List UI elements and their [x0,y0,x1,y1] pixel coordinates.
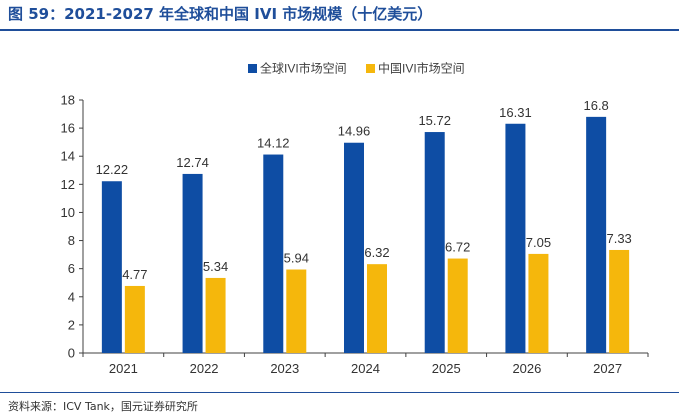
y-tick-label: 12 [61,177,75,192]
legend: 全球IVI市场空间 中国IVI市场空间 [248,61,465,76]
y-tick-label: 2 [68,317,75,332]
data-label-global: 15.72 [418,113,451,128]
y-tick-label: 16 [61,121,75,136]
data-label-global: 16.31 [499,105,532,120]
x-tick-label: 2022 [190,361,219,376]
bar-global [101,181,122,353]
bar-global [505,123,526,353]
data-label-china: 7.33 [606,231,631,246]
bar-chart: 全球IVI市场空间 中国IVI市场空间 0 2 4 6 8 10 12 14 16 18 12.22… [61,61,649,376]
data-label-global: 14.96 [338,124,371,139]
x-tick-label: 2021 [109,361,138,376]
x-tick-label: 2026 [512,361,541,376]
figure-title: 图 59：2021-2027 年全球和中国 IVI 市场规模（十亿美元） [8,5,433,23]
bar-global [344,142,364,353]
bar-china [609,249,630,353]
y-tick-label: 10 [61,205,75,220]
x-tick-label: 2023 [270,361,299,376]
data-label-china: 7.05 [526,235,551,250]
y-tick-label: 0 [68,346,75,361]
bar-global [586,116,607,353]
source-note: 资料来源：ICV Tank，国元证券研究所 [8,400,198,413]
data-label-china: 4.77 [122,267,147,282]
bar-china [447,258,468,353]
data-label-global: 14.12 [257,136,290,151]
data-label-china: 6.72 [445,240,470,255]
plot-area: 0 2 4 6 8 10 12 14 16 18 12.22 4.77 2021 12.74 5.34 202… [61,93,649,376]
legend-swatch-china [366,64,375,73]
bar-global [263,154,284,353]
bar-china [528,253,549,353]
x-tick-label: 2025 [432,361,461,376]
title-divider [0,29,679,31]
y-tick-label: 14 [61,149,75,164]
bar-global [424,132,445,353]
y-tick-label: 4 [68,289,75,304]
y-tick-label: 6 [68,261,75,276]
x-tick-label: 2024 [351,361,380,376]
bar-china [205,277,226,353]
legend-swatch-global [248,64,257,73]
x-tick-label: 2027 [593,361,622,376]
bar-global [182,173,203,353]
data-label-global: 12.22 [96,162,129,177]
source-divider [0,392,679,393]
data-label-global: 12.74 [176,155,209,170]
data-label-china: 5.94 [284,251,309,266]
legend-label-china: 中国IVI市场空间 [378,61,465,76]
data-label-china: 5.34 [203,259,228,274]
bar-china [367,264,387,353]
bar-china [124,285,145,353]
y-tick-label: 8 [68,233,75,248]
data-label-china: 6.32 [364,245,389,260]
y-tick-label: 18 [61,93,75,108]
legend-label-global: 全球IVI市场空间 [260,61,347,76]
bar-china [286,269,307,353]
data-label-global: 16.8 [583,98,608,113]
